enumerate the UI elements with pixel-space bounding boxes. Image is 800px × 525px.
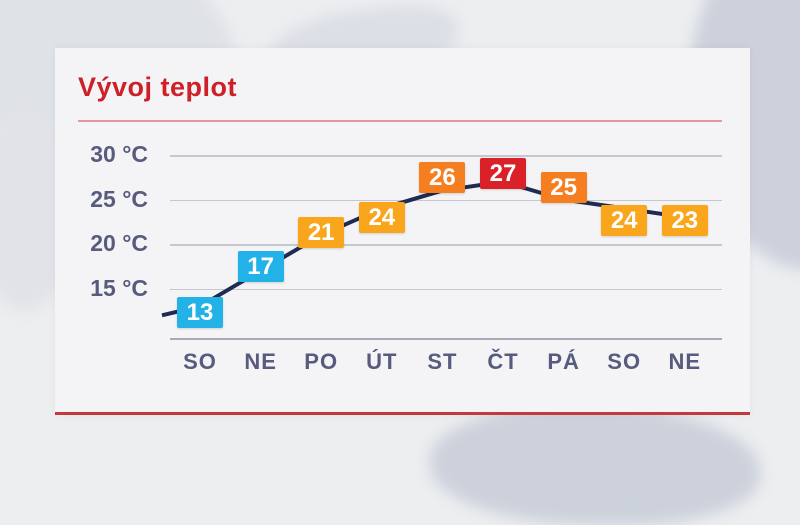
temperature-badge: 24 [358, 201, 405, 233]
temperature-badge: 17 [237, 251, 284, 283]
x-axis-day-label: ÚT [366, 349, 398, 374]
y-axis-tick-label: 25 °C [90, 185, 148, 212]
gridline-15 [170, 288, 722, 290]
chart-card: Vývoj teplot 30 °C 25 °C 20 °C 15 °C SO NE PO Ú… [55, 48, 750, 415]
temperature-badge: 23 [661, 204, 708, 236]
x-axis-day-label: ST [427, 349, 458, 374]
temperature-badge: 24 [601, 204, 648, 236]
map-silhouette-south-america [430, 405, 760, 525]
x-axis-line [170, 338, 722, 340]
y-axis-tick-label: 30 °C [90, 141, 148, 167]
temperature-badge: 25 [540, 172, 587, 203]
temperature-badge: 27 [480, 158, 526, 190]
gridline-30 [170, 155, 722, 157]
x-axis-day-label: ČT [487, 349, 519, 374]
x-axis-day-label: SO [607, 349, 642, 374]
x-axis-day-label: NE [668, 349, 702, 374]
y-axis-tick-label: 15 °C [90, 274, 148, 301]
title-underline [78, 120, 722, 122]
temperature-line-chart: 30 °C 25 °C 20 °C 15 °C SO NE PO ÚT ST ČT PÁ SO NE 13… [55, 48, 750, 412]
x-axis-day-label: PÁ [547, 349, 580, 374]
chart-title: Vývoj teplot [78, 72, 238, 102]
temperature-badge: 26 [419, 162, 466, 194]
temperature-line [161, 179, 686, 318]
temperature-badge: 21 [298, 216, 345, 248]
x-axis-day-label: PO [304, 349, 339, 374]
x-axis-day-label: SO [183, 349, 217, 374]
temperature-badge: 13 [177, 296, 223, 328]
x-axis-day-label: NE [244, 349, 277, 374]
gridline-25 [170, 199, 722, 201]
y-axis-tick-label: 20 °C [90, 230, 148, 256]
gridline-20 [170, 244, 722, 246]
